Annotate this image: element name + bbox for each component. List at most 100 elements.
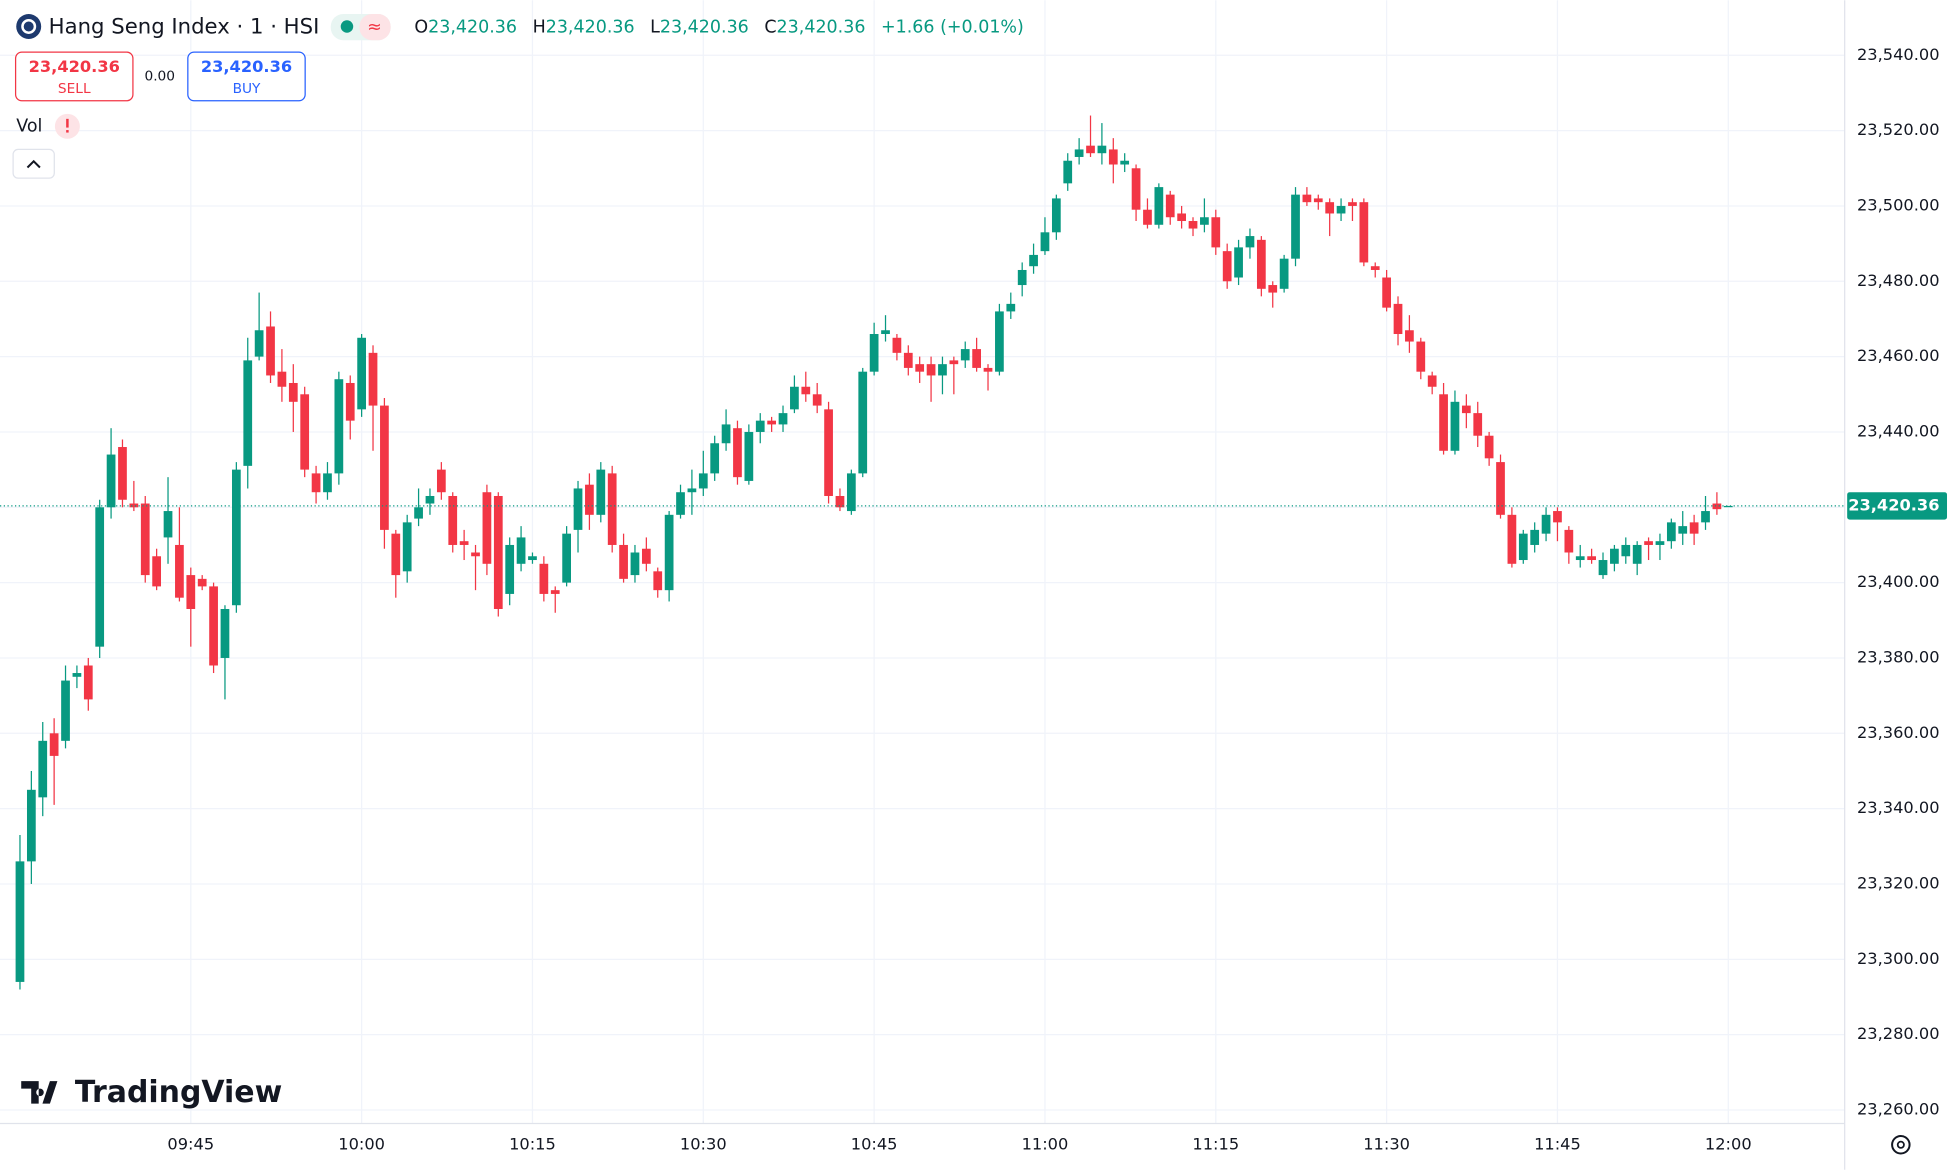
candle-body — [790, 386, 799, 410]
ohlc-key: H — [533, 18, 546, 38]
candle-body — [1655, 541, 1665, 545]
status-pill[interactable] — [359, 14, 391, 41]
candle-body — [1678, 526, 1688, 534]
candle-body — [1439, 394, 1448, 451]
spread: 0.00 — [144, 68, 175, 84]
symbol-logo — [21, 18, 37, 34]
sell-label: SELL — [58, 81, 91, 97]
y-tick-label: 23,280.00 — [1857, 1024, 1940, 1043]
market-status — [340, 20, 354, 33]
candle-body — [892, 337, 902, 353]
candle-body — [459, 541, 469, 545]
candle-body — [152, 556, 162, 587]
candle-body — [197, 578, 207, 587]
candle-body — [129, 503, 139, 508]
candle-body — [1632, 544, 1642, 564]
candle-body — [1450, 401, 1460, 451]
y-tick-label: 23,320.00 — [1857, 873, 1940, 892]
candle-body — [231, 469, 241, 606]
volume-label[interactable]: Vol — [16, 116, 42, 136]
candle-body — [1279, 258, 1289, 289]
candle-body — [562, 533, 571, 583]
candle-body — [1040, 232, 1050, 252]
candle-body — [38, 740, 48, 798]
symbol-title[interactable]: Hang Seng Index · 1 · HSI — [49, 15, 320, 40]
last-price-label: 23,420.36 — [1848, 495, 1939, 514]
candle-body — [175, 544, 184, 598]
candle-body — [1598, 560, 1608, 576]
candle-body — [1701, 511, 1710, 523]
buy-button[interactable] — [187, 51, 306, 102]
candle-body — [436, 469, 446, 493]
candle-body — [550, 590, 560, 594]
candle-body — [653, 571, 663, 591]
candle-body — [493, 495, 503, 609]
candle-body — [186, 575, 196, 609]
candle-body — [1689, 522, 1699, 534]
y-tick-label: 23,260.00 — [1857, 1099, 1940, 1118]
candle-body — [471, 552, 480, 557]
x-tick-label: 09:45 — [167, 1134, 214, 1153]
y-tick-label: 23,300.00 — [1857, 949, 1940, 968]
candle-body — [277, 371, 287, 387]
candle-body — [1359, 202, 1369, 263]
candle-body — [1017, 269, 1027, 286]
sell-button[interactable] — [14, 51, 134, 102]
x-tick-label: 11:30 — [1363, 1134, 1410, 1153]
candle-body — [391, 533, 401, 576]
candle-body — [482, 492, 492, 564]
candle-body — [801, 386, 811, 395]
x-tick-label: 10:15 — [509, 1134, 556, 1153]
candle-body — [1234, 247, 1243, 278]
ohlc-value: 23,420.36 — [428, 18, 517, 38]
x-tick-label: 11:15 — [1192, 1134, 1239, 1153]
y-tick-label: 23,480.00 — [1857, 271, 1940, 290]
candle-body — [619, 544, 628, 579]
y-tick-label: 23,520.00 — [1857, 120, 1940, 139]
candle-body — [300, 394, 310, 470]
candle-body — [858, 371, 868, 474]
candle-body — [1507, 514, 1517, 564]
candle-body — [368, 352, 378, 406]
candle-body — [1256, 239, 1266, 289]
candle-body — [254, 330, 264, 357]
candle-body — [721, 424, 731, 444]
candle-body — [869, 334, 879, 372]
candle-body — [915, 364, 925, 372]
y-tick-label: 23,400.00 — [1857, 572, 1940, 591]
settings-icon[interactable] — [1891, 1135, 1911, 1155]
candle-body — [1063, 160, 1073, 184]
candle-body — [243, 360, 253, 466]
candle-body — [1120, 160, 1130, 165]
candle-body — [824, 409, 833, 496]
y-tick-label: 23,460.00 — [1857, 346, 1940, 365]
candle-body — [1723, 505, 1733, 508]
candle-body — [163, 511, 173, 538]
candle-body — [960, 349, 970, 361]
buy-price: 23,420.36 — [201, 57, 292, 76]
candle-body — [106, 454, 116, 508]
candle-body — [311, 473, 321, 493]
collapse-button[interactable] — [12, 148, 55, 179]
symbol-logo — [16, 14, 42, 39]
logo-text[interactable]: TradingView — [75, 1075, 282, 1110]
candle-body — [1291, 194, 1300, 259]
candle-body — [49, 733, 59, 756]
x-tick-label: 10:00 — [338, 1134, 385, 1153]
warning-icon — [66, 118, 69, 128]
candle-body — [641, 548, 651, 564]
candle-body — [414, 507, 423, 519]
ohlc-change: +1.66 (+0.01%) — [881, 18, 1024, 38]
candle-body — [710, 443, 720, 474]
candle-body — [903, 352, 913, 368]
candle-body — [1553, 511, 1562, 523]
candle-body — [505, 544, 515, 594]
candle-body — [15, 861, 25, 982]
collapse-icon — [26, 159, 41, 169]
candle-body — [83, 665, 93, 700]
candle-body — [288, 382, 298, 402]
candle-body — [1370, 266, 1380, 270]
